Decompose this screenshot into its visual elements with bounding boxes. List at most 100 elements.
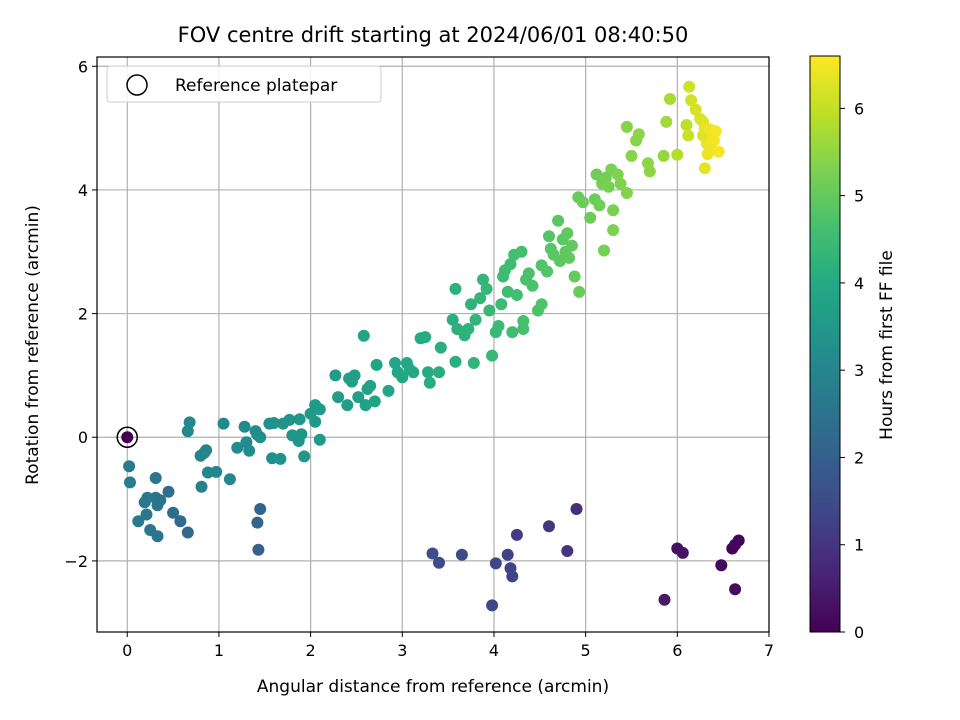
scatter-point [657, 149, 670, 162]
scatter-point [251, 516, 264, 529]
scatter-point [495, 298, 508, 311]
scatter-point [543, 230, 555, 243]
scatter-point [298, 450, 311, 463]
scatter-point [480, 282, 493, 295]
y-tick-label: 4 [78, 181, 88, 200]
plot-frame [96, 56, 770, 633]
scatter-point [510, 289, 523, 301]
scatter-point [683, 80, 696, 93]
scatter-point [149, 472, 162, 484]
scatter-point [217, 417, 230, 430]
scatter-point [332, 391, 345, 404]
scatter-point [368, 395, 381, 408]
scatter-point [389, 357, 401, 369]
colorbar-ticks: 0 1 2 3 4 5 6 [840, 99, 864, 642]
scatter-point [614, 177, 627, 190]
colorbar-tick-label: 6 [854, 99, 864, 118]
scatter-point [515, 245, 528, 258]
x-tick-label: 3 [397, 641, 407, 660]
scatter-point [552, 214, 565, 227]
scatter-point [664, 93, 676, 105]
scatter-point [522, 267, 535, 280]
scatter-point [274, 452, 287, 465]
scatter-point [348, 369, 361, 382]
scatter-point [167, 506, 180, 519]
scatter-point [254, 431, 267, 444]
scatter-point [535, 298, 548, 311]
scatter-point [510, 528, 523, 541]
scatter-point [426, 547, 439, 560]
scatter-point [501, 285, 514, 298]
scatter-point [598, 244, 610, 257]
scatter-point [243, 444, 256, 457]
scatter-point [676, 546, 689, 559]
y-tick-label: 0 [78, 428, 88, 447]
scatter-point [370, 358, 383, 371]
scatter-point [543, 520, 555, 533]
scatter-point [132, 515, 145, 528]
scatter-point [715, 559, 728, 572]
x-tick-label: 6 [672, 641, 682, 660]
scatter-point [449, 355, 462, 368]
colorbar-label: Hours from first FF file [877, 250, 897, 440]
grid [97, 57, 770, 632]
scatter-point [584, 211, 597, 224]
scatter-point [474, 292, 487, 305]
scatter-point [434, 341, 447, 354]
scatter-point [254, 503, 267, 515]
scatter-point [709, 125, 722, 138]
reference-marker [116, 426, 139, 448]
scatter-point [492, 320, 505, 332]
scatter-point [712, 145, 725, 158]
scatter-point [593, 199, 606, 212]
scatter-point [455, 548, 468, 561]
scatter-point [293, 413, 306, 426]
scatter-point [660, 115, 673, 128]
scatter-point [506, 326, 519, 339]
scatter-point [144, 524, 157, 536]
scatter-point [200, 444, 213, 457]
scatter-point [422, 366, 434, 379]
x-tick-label: 1 [214, 641, 224, 660]
x-tick-label: 7 [764, 641, 774, 660]
scatter-point [295, 428, 308, 441]
x-axis-ticks: 0 1 2 3 4 5 6 7 [122, 632, 774, 660]
scatter-point [313, 433, 326, 446]
scatter-point [407, 366, 420, 379]
scatter-point [359, 399, 372, 412]
scatter-point [504, 258, 517, 271]
scatter-point [568, 270, 581, 283]
scatter-point [283, 413, 296, 426]
colorbar-tick-label: 2 [854, 448, 864, 467]
scatter-point [140, 508, 153, 521]
scatter-point [625, 149, 638, 162]
scatter-point [561, 227, 574, 240]
scatter-point [486, 349, 499, 362]
scatter-point [446, 313, 459, 326]
x-tick-label: 2 [306, 641, 316, 660]
x-tick-label: 0 [122, 641, 132, 660]
scatter-point [570, 503, 583, 515]
y-axis-ticks: −2 0 2 4 6 [64, 57, 97, 571]
scatter-point [729, 538, 742, 551]
scatter-point [465, 298, 477, 311]
y-tick-label: −2 [64, 552, 88, 571]
scatter-point [231, 441, 244, 454]
scatter-point [433, 366, 445, 379]
scatter-point [341, 399, 354, 412]
colorbar-tick-label: 4 [854, 274, 864, 293]
scatter-point [607, 224, 620, 237]
scatter-point [698, 162, 711, 175]
scatter-point [573, 285, 586, 298]
colorbar-tick-label: 3 [854, 361, 864, 380]
colorbar-tick-label: 0 [854, 623, 864, 642]
scatter-point [162, 485, 175, 498]
colorbar-tick-label: 5 [854, 187, 864, 206]
scatter-point [195, 480, 208, 493]
scatter-point [689, 103, 702, 116]
scatter-point [252, 543, 265, 556]
scatter-point [489, 557, 502, 570]
scatter-point [419, 331, 432, 344]
scatter-point [483, 304, 496, 317]
